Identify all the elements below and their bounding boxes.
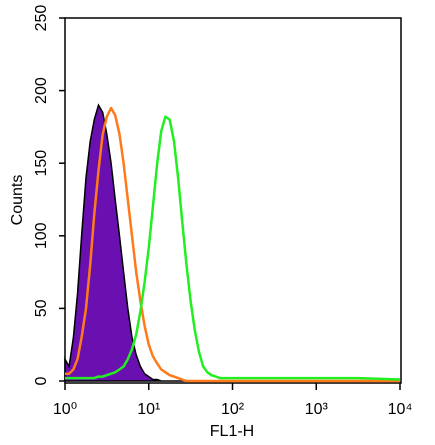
x-axis-label: FL1-H (210, 423, 254, 440)
x-tick-label: 10³ (305, 401, 329, 418)
y-tick-label: 50 (33, 299, 50, 317)
x-tick-label: 10⁰ (53, 401, 77, 418)
y-tick-label: 100 (33, 222, 50, 249)
x-tick-label: 10¹ (137, 401, 160, 418)
y-tick-label: 150 (33, 150, 50, 177)
x-tick-label: 10⁴ (388, 401, 413, 418)
filled-histogram (64, 103, 400, 382)
y-tick-label: 250 (33, 5, 50, 32)
x-tick-label: 10² (221, 401, 245, 418)
y-axis-label: Counts (9, 175, 26, 226)
y-tick-label: 0 (33, 376, 50, 385)
y-tick-label: 200 (33, 77, 50, 104)
histogram-line (65, 106, 400, 383)
histogram-line (65, 115, 401, 381)
